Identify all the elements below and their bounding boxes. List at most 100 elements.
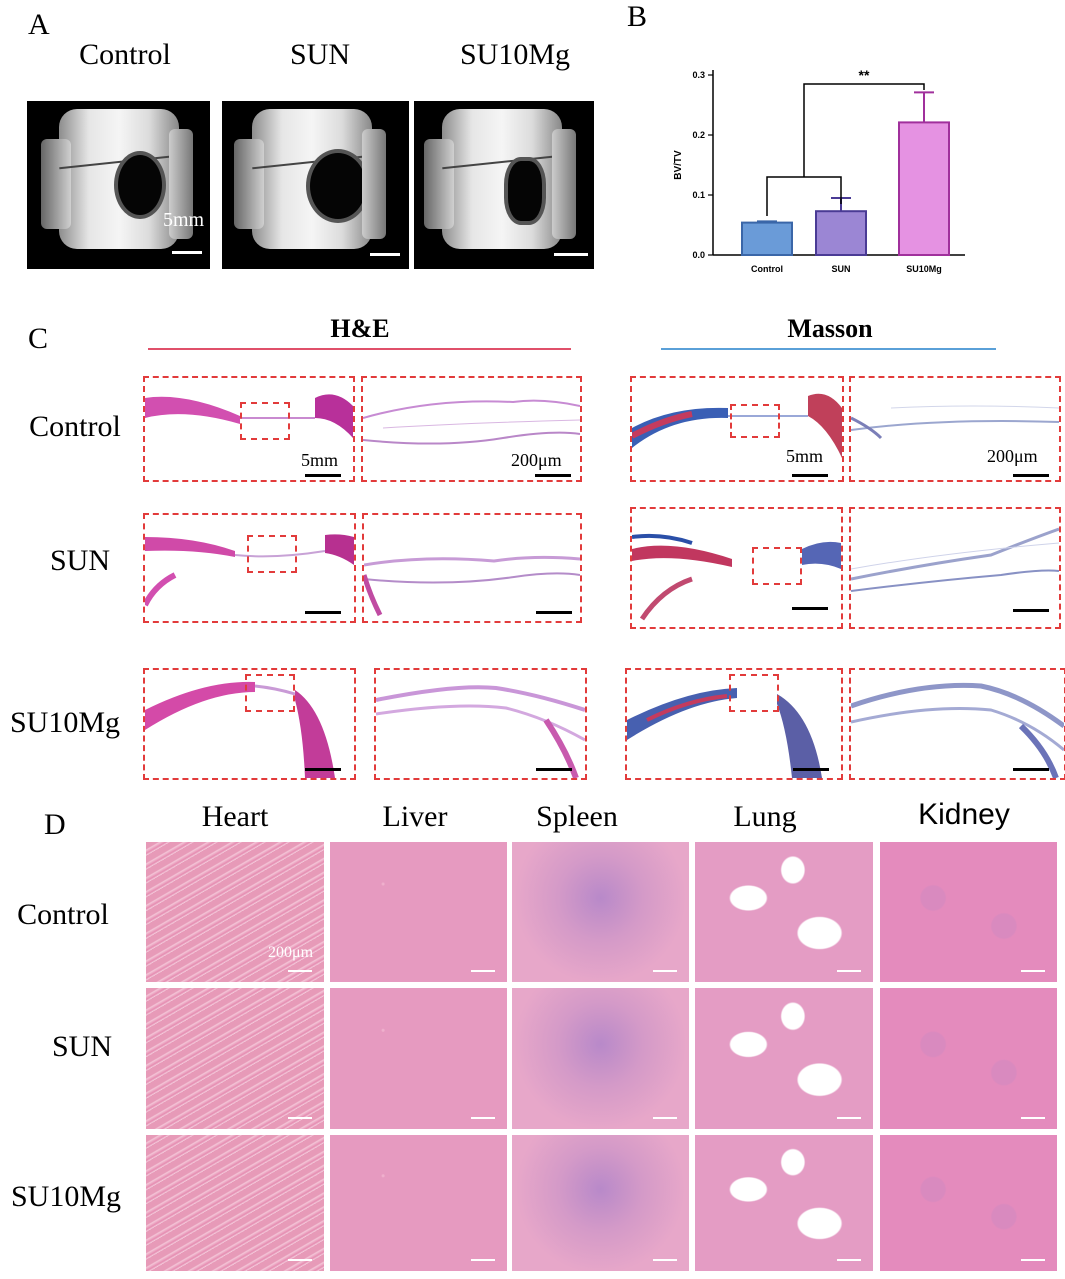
organ-scale-label: 200μm <box>268 944 314 961</box>
zoom-region-marker <box>730 404 780 438</box>
x-tick-label: Control <box>751 264 783 274</box>
scale-bar <box>653 1259 677 1261</box>
organ-row-label-su10mg: SU10Mg <box>10 1180 122 1213</box>
y-tick-label: 0.1 <box>692 190 705 200</box>
microct-image-sun <box>222 101 409 269</box>
y-tick-label: 0.0 <box>692 250 705 260</box>
masson-high-mag-control: 200μm <box>849 376 1061 482</box>
masson-scale-label-low: 5mm <box>786 446 824 466</box>
histology-row-label-sun: SUN <box>49 544 110 577</box>
histology-row-label-control: Control <box>29 410 121 443</box>
y-axis-label: BV/TV <box>673 150 684 180</box>
significance-label: ** <box>859 67 870 83</box>
scale-bar <box>653 970 677 972</box>
organ-tile-kidney-su10mg <box>880 1135 1057 1271</box>
scale-bar <box>792 607 828 610</box>
zoom-region-marker <box>247 535 297 573</box>
ct-scale-bar <box>370 253 400 256</box>
panel-label-d: D <box>44 808 66 841</box>
scale-bar <box>535 474 571 477</box>
scale-bar <box>305 611 341 614</box>
x-tick-label: SUN <box>831 264 850 274</box>
scale-bar <box>793 768 829 771</box>
scale-bar <box>1013 609 1049 612</box>
organ-tile-liver-control <box>330 842 507 982</box>
he-high-mag-control: 200μm <box>361 376 582 482</box>
scale-bar <box>837 1117 861 1119</box>
microct-image-control: 5mm <box>27 101 210 269</box>
panel-label-c: C <box>28 322 49 355</box>
organ-tile-lung-sun <box>695 988 873 1129</box>
y-tick-label: 0.2 <box>692 130 705 140</box>
microct-image-su10mg <box>414 101 594 269</box>
bvtv-bar-chart: BV/TV 0.0 0.1 0.2 0.3 Control SUN SU10Mg ** <box>673 67 965 274</box>
histology-row-label-su10mg: SU10Mg <box>9 706 121 739</box>
scale-bar <box>837 970 861 972</box>
ct-group-label-control: Control <box>79 38 171 71</box>
bar-su10mg <box>898 121 950 257</box>
organ-label-liver: Liver <box>382 800 448 833</box>
ct-scale-bar <box>554 253 588 256</box>
he-low-mag-control: 5mm <box>143 376 355 482</box>
he-high-mag-su10mg <box>374 668 587 780</box>
scale-bar <box>536 611 572 614</box>
masson-stain-title: Masson <box>787 314 873 343</box>
scale-bar <box>288 1259 312 1261</box>
zoom-region-marker <box>729 674 779 712</box>
scale-bar <box>305 474 341 477</box>
significance-bracket <box>803 83 925 177</box>
scale-bar <box>1013 768 1049 771</box>
scale-bar <box>288 970 312 972</box>
organ-tile-spleen-su10mg <box>512 1135 689 1271</box>
organ-tile-heart-sun <box>146 988 324 1129</box>
scale-bar <box>1021 1117 1045 1119</box>
organ-label-lung: Lung <box>733 800 797 833</box>
zoom-region-marker <box>752 547 802 585</box>
panel-label-a: A <box>28 8 50 41</box>
organ-tile-kidney-sun <box>880 988 1057 1129</box>
ct-scale-label: 5mm <box>163 209 205 231</box>
he-low-mag-sun <box>143 513 356 623</box>
organ-label-kidney: Kidney <box>918 798 1010 831</box>
scale-bar <box>1013 474 1049 477</box>
scale-bar <box>471 1259 495 1261</box>
ct-scale-bar <box>172 251 202 254</box>
organ-tile-heart-control <box>146 842 324 982</box>
scale-bar <box>1021 1259 1045 1261</box>
he-high-mag-sun <box>362 513 582 623</box>
bar-control <box>741 221 793 257</box>
scale-bar <box>471 970 495 972</box>
organ-label-heart: Heart <box>201 800 269 833</box>
zoom-region-marker <box>240 402 290 440</box>
masson-high-mag-su10mg <box>849 668 1065 780</box>
he-title-underline <box>148 348 571 350</box>
organ-row-label-sun: SUN <box>51 1030 112 1063</box>
bar-sun <box>815 210 867 256</box>
organ-tile-lung-control <box>695 842 873 982</box>
scale-bar <box>471 1117 495 1119</box>
organ-tile-kidney-control <box>880 842 1057 982</box>
scale-bar <box>837 1259 861 1261</box>
scale-bar <box>792 474 828 477</box>
scale-bar <box>1021 970 1045 972</box>
he-scale-label-low: 5mm <box>301 450 339 470</box>
he-low-mag-su10mg <box>143 668 356 780</box>
group-bracket <box>766 176 842 216</box>
ct-group-label-sun: SUN <box>289 38 350 71</box>
masson-high-mag-sun <box>849 507 1061 629</box>
organ-tile-spleen-sun <box>512 988 689 1129</box>
organ-tile-heart-su10mg <box>146 1135 324 1271</box>
masson-low-mag-su10mg <box>625 668 843 780</box>
zoom-region-marker <box>245 674 295 712</box>
organ-tile-liver-sun <box>330 988 507 1129</box>
ct-group-label-su10mg: SU10Mg <box>459 38 571 71</box>
panel-label-b: B <box>627 0 648 33</box>
organ-tile-spleen-control <box>512 842 689 982</box>
organ-tile-liver-su10mg <box>330 1135 507 1271</box>
masson-low-mag-sun <box>630 507 843 629</box>
y-tick-label: 0.3 <box>692 70 705 80</box>
organ-row-label-control: Control <box>17 898 109 931</box>
scale-bar <box>653 1117 677 1119</box>
masson-scale-label-high: 200μm <box>987 446 1038 466</box>
he-stain-title: H&E <box>330 314 390 343</box>
